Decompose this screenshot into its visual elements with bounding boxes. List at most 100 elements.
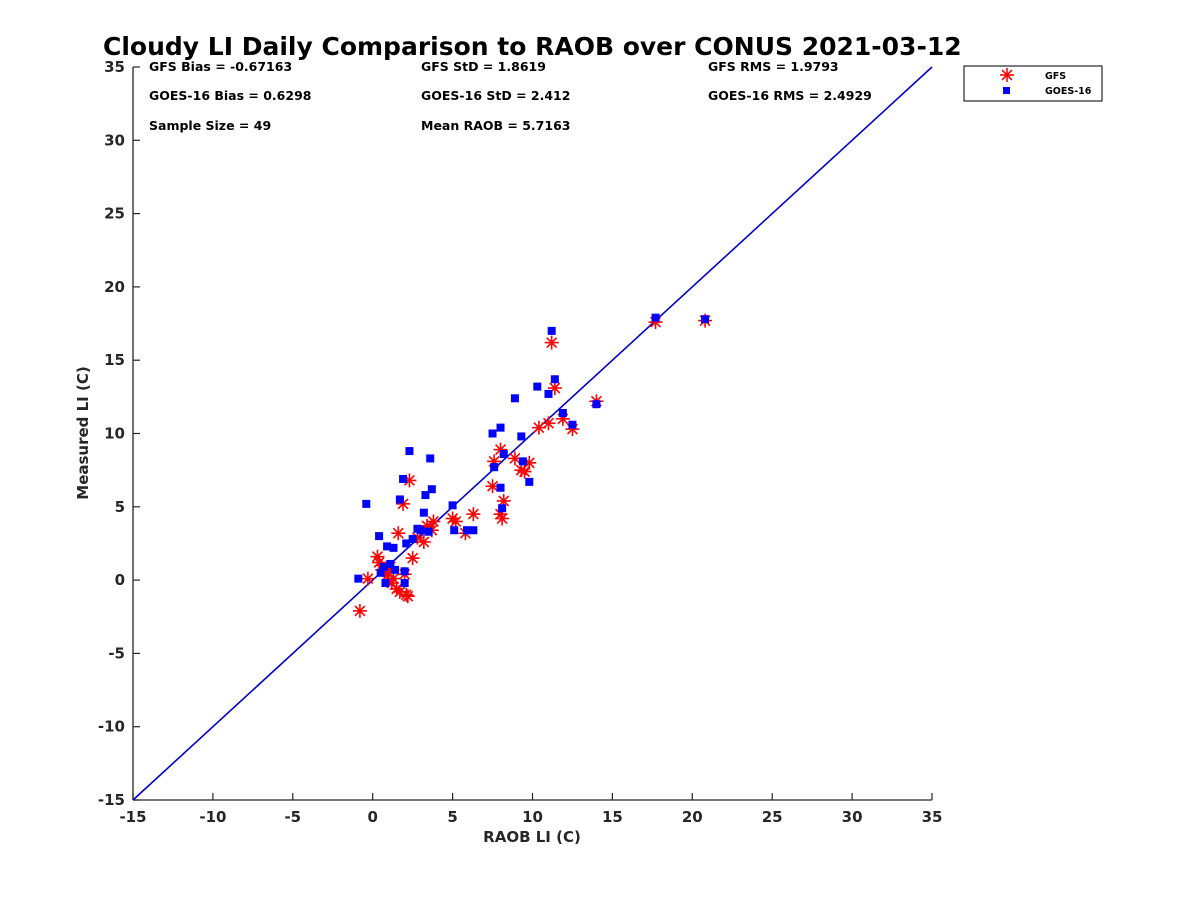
gfs-point [400,589,415,604]
y-ticks: -15 -10 -5 0 5 10 15 20 25 30 35 [98,58,140,809]
x-tick-label: 25 [762,808,783,826]
chart-title: Cloudy LI Daily Comparison to RAOB over … [103,32,962,61]
legend-gfs-asterisk [1000,68,1014,82]
goes-16-point [533,382,542,391]
y-tick-label: -15 [98,791,125,809]
goes-16-point [405,447,414,456]
goes-16-point [395,495,404,504]
goes-16-point [354,574,363,583]
gfs-point [541,416,556,431]
series-goes-16 [354,313,710,588]
goes-16-point [376,568,385,577]
x-tick-label: 20 [682,808,703,826]
goes-16-point [400,579,409,588]
x-tick-label: 0 [367,808,377,826]
series-gfs [352,313,713,618]
legend-box [963,65,1103,102]
y-tick-label: -10 [98,718,125,736]
goes-16-point [592,400,601,409]
goes-16-point [544,389,553,398]
stat-goes-bias: GOES-16 Bias = 0.6298 [149,88,311,103]
stat-mean-raob: Mean RAOB = 5.7163 [421,118,570,133]
goes-16-point [496,483,505,492]
goes-16-point [408,535,417,544]
y-tick-label: 25 [104,205,125,223]
y-axis-label: Measured LI (C) [74,366,92,499]
goes-16-point [426,454,435,463]
goes-16-point [427,485,436,494]
goes-16-point [400,567,409,576]
gfs-point [531,420,546,435]
goes-16-point [386,559,395,568]
y-tick-label: 20 [104,278,125,296]
x-tick-label: 5 [447,808,457,826]
goes-16-point [550,375,559,384]
y-tick-label: -5 [108,644,125,662]
goes-16-point [416,526,425,535]
gfs-point [352,603,367,618]
x-ticks: -15 -10 -5 0 5 10 15 20 25 30 35 [119,793,942,826]
goes-16-point [469,526,478,535]
goes-16-point [419,508,428,517]
x-tick-label: 15 [602,808,623,826]
x-tick-label: -15 [119,808,146,826]
goes-16-point [399,474,408,483]
x-tick-label: -10 [199,808,226,826]
goes-16-point [651,313,660,322]
goes-16-point [499,450,508,459]
gfs-point [547,381,562,396]
gfs-point [495,511,510,526]
y-tick-label: 15 [104,351,125,369]
x-tick-label: -5 [284,808,301,826]
legend-gfs-label: GFS [1045,71,1066,82]
goes-16-point [525,477,534,486]
legend-gfs-marker [1000,68,1014,82]
goes-16-point [558,408,567,417]
goes-16-point [448,501,457,510]
gfs-point [426,514,441,529]
goes-16-point [391,565,400,574]
goes-16-point [490,463,499,472]
x-tick-label: 30 [842,808,863,826]
goes-16-point [510,394,519,403]
goes-16-point [421,491,430,500]
goes-16-point [701,315,710,324]
goes-16-point [424,527,433,536]
goes-16-point [402,539,411,548]
legend-goes-16-label: GOES-16 [1045,86,1092,97]
legend-goes-16-marker [1003,87,1010,94]
y-tick-label: 30 [104,131,125,149]
gfs-point [448,514,463,529]
x-tick-label: 35 [922,808,943,826]
goes-16-point [450,526,459,535]
legend: GFS GOES-16 [963,65,1103,102]
goes-16-point [488,429,497,438]
goes-16-point [498,504,507,513]
stat-goes-std: GOES-16 StD = 2.412 [421,88,570,103]
gfs-point [466,507,481,522]
goes-16-point [379,562,388,571]
y-tick-label: 35 [104,58,125,76]
goes-16-point [389,543,398,552]
goes-16-point [381,579,390,588]
y-tick-label: 0 [115,571,125,589]
gfs-point [391,526,406,541]
goes-16-point [462,526,471,535]
goes-16-point [383,542,392,551]
goes-16-point [362,499,371,508]
x-axis-label: RAOB LI (C) [483,828,581,846]
stat-gfs-rms: GFS RMS = 1.9793 [708,59,839,74]
gfs-point [360,571,375,586]
y-tick-label: 5 [115,498,125,516]
stat-sample-size: Sample Size = 49 [149,118,271,133]
goes-16-point [496,423,505,432]
gfs-point [405,551,420,566]
gfs-point [544,335,559,350]
stat-goes-rms: GOES-16 RMS = 2.4929 [708,88,872,103]
y-tick-label: 10 [104,425,125,443]
x-tick-label: 10 [522,808,543,826]
goes-16-point [568,420,577,429]
stat-gfs-std: GFS StD = 1.8619 [421,59,546,74]
stats-block: GFS Bias = -0.67163 GFS StD = 1.8619 GFS… [149,59,872,133]
